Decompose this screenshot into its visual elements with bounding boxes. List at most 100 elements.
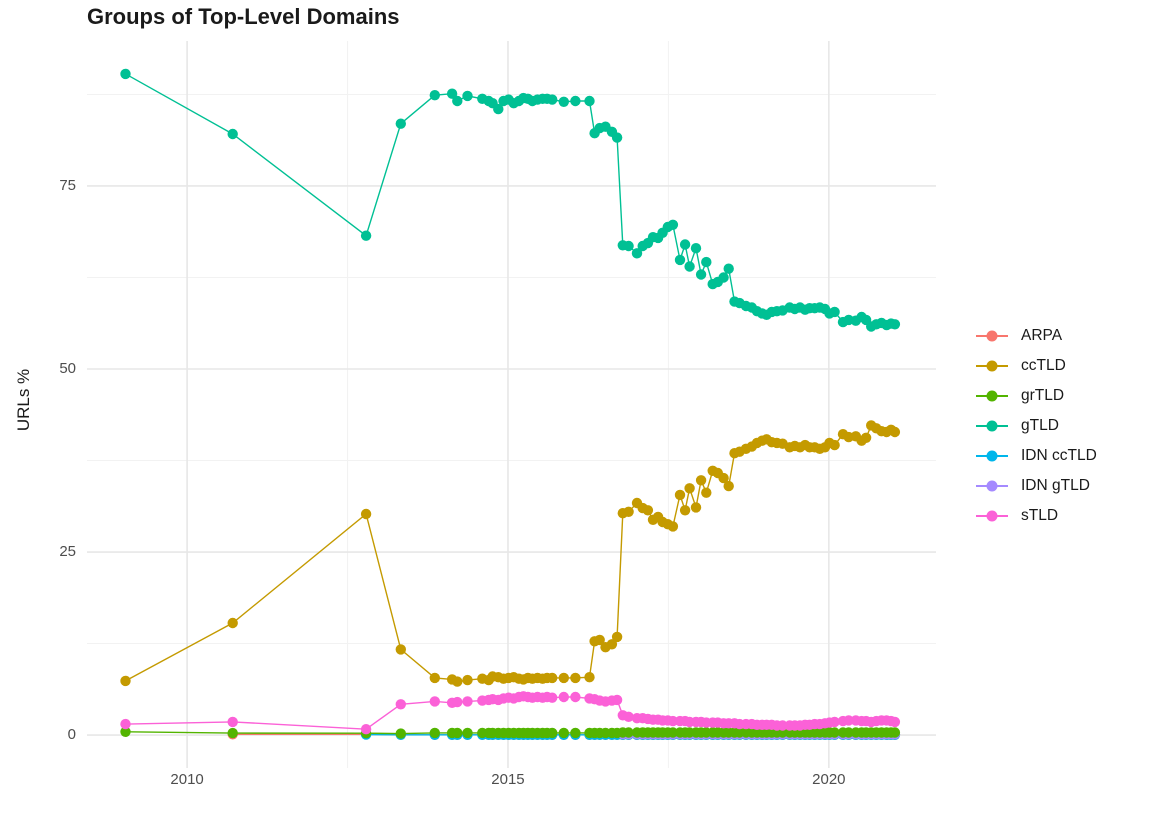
series-point-gTLD [547, 94, 558, 105]
series-point-grTLD [889, 727, 901, 738]
series-point-ccTLD [684, 483, 695, 494]
series-point-gTLD [570, 95, 581, 107]
series-point-ccTLD [594, 634, 605, 646]
series-point-ccTLD [829, 439, 840, 451]
series-point-gTLD [667, 219, 679, 230]
series-point-grTLD [829, 727, 840, 738]
series-point-ccTLD [642, 505, 654, 516]
y-axis-title: URLs % [14, 368, 33, 432]
legend-label: sTLD [1021, 507, 1059, 524]
series-point-grTLD [227, 727, 238, 739]
series-point-gTLD [829, 306, 840, 318]
series-point-sTLD [462, 696, 473, 707]
legend-key-icon [976, 450, 1008, 462]
series-point-grTLD [462, 727, 473, 739]
x-tick-label: 2010 [170, 771, 204, 788]
legend-label: IDN gTLD [1021, 477, 1090, 494]
series-point-grTLD [452, 727, 463, 739]
series-point-gTLD [120, 68, 131, 80]
series-point-sTLD [227, 716, 238, 728]
legend-item-idn-cctld: IDN ccTLD [975, 441, 1097, 471]
series-point-ccTLD [558, 672, 569, 684]
series-point-grTLD [429, 727, 440, 739]
legend-item-grtld: grTLD [975, 381, 1097, 411]
series-point-gTLD [493, 103, 504, 115]
series-point-ccTLD [623, 506, 634, 517]
series-point-ccTLD [120, 675, 131, 687]
series-point-grTLD [623, 727, 634, 738]
series-point-ccTLD [462, 674, 473, 686]
series-point-sTLD [120, 718, 131, 730]
x-tick-label: 2020 [812, 771, 846, 788]
series-point-gTLD [723, 263, 734, 274]
series-point-ccTLD [547, 672, 558, 684]
series-point-ccTLD [723, 480, 734, 492]
series-point-sTLD [558, 691, 569, 703]
series-point-sTLD [360, 724, 372, 735]
series-point-gTLD [674, 254, 686, 266]
series-point-ccTLD [674, 489, 686, 501]
series-point-ccTLD [701, 487, 712, 498]
legend-label: IDN ccTLD [1021, 447, 1097, 464]
series-point-gTLD [360, 230, 372, 241]
series-point-gTLD [718, 272, 729, 283]
series-point-gTLD [631, 248, 643, 259]
series-point-gTLD [623, 240, 634, 252]
series-point-ccTLD [452, 676, 463, 687]
legend-item-arpa: ARPA [975, 321, 1097, 351]
series-point-gTLD [558, 96, 569, 108]
series-point-gTLD [429, 90, 440, 101]
series-point-ccTLD [611, 631, 623, 643]
series-point-sTLD [547, 692, 558, 703]
chart-title: Groups of Top-Level Domains [87, 4, 400, 29]
legend-label: ARPA [1021, 327, 1063, 344]
series-point-sTLD [611, 694, 623, 706]
series-point-gTLD [462, 90, 473, 102]
legend-key-icon [976, 330, 1008, 342]
series-point-sTLD [429, 696, 440, 707]
series-point-gTLD [611, 132, 623, 143]
series-point-grTLD [120, 726, 131, 737]
legend-item-gtld: gTLD [975, 411, 1097, 441]
series-point-gTLD [690, 243, 702, 254]
legend-item-cctld: ccTLD [975, 351, 1097, 381]
series-point-sTLD [570, 691, 581, 703]
legend-key-icon [976, 390, 1008, 402]
series-point-ccTLD [395, 644, 406, 655]
legend-key-icon [976, 480, 1008, 492]
series-point-ccTLD [679, 505, 691, 516]
legend-label: gTLD [1021, 417, 1059, 434]
series-point-gTLD [679, 239, 691, 250]
series-point-gTLD [684, 261, 695, 272]
legend-key-icon [976, 420, 1008, 432]
y-tick-label: 50 [59, 359, 76, 377]
legend: ARPA ccTLD grTLD gTLD IDN ccTLD IDN gTLD sTLD [975, 321, 1097, 531]
series-point-gTLD [452, 95, 463, 107]
series-point-gTLD [584, 95, 595, 107]
series-point-sTLD [623, 711, 634, 722]
series-point-ccTLD [584, 672, 595, 683]
series-point-gTLD [701, 256, 712, 268]
legend-item-stld: sTLD [975, 501, 1097, 531]
series-point-sTLD [829, 716, 840, 728]
series-point-grTLD [547, 727, 558, 739]
legend-label: ccTLD [1021, 357, 1066, 374]
series-point-ccTLD [227, 617, 238, 629]
legend-item-idn-gtld: IDN gTLD [975, 471, 1097, 501]
y-tick-label: 75 [59, 176, 76, 194]
series-point-ccTLD [695, 475, 707, 486]
series-point-gTLD [889, 319, 901, 330]
series-point-sTLD [452, 696, 463, 708]
series-point-grTLD [570, 727, 581, 739]
y-tick-label: 25 [59, 543, 76, 561]
series-point-ccTLD [690, 502, 702, 513]
series-point-gTLD [695, 269, 707, 280]
series-point-sTLD [395, 699, 406, 710]
series-point-gTLD [395, 118, 406, 129]
legend-key-icon [976, 360, 1008, 372]
series-point-ccTLD [606, 639, 618, 650]
y-tick-label: 0 [67, 726, 76, 744]
series-line-gTLD [125, 73, 896, 328]
